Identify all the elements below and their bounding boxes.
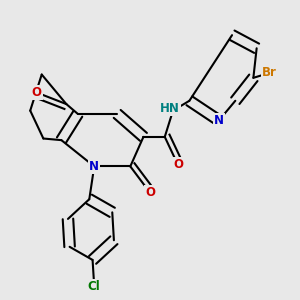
Text: N: N (89, 160, 99, 173)
Text: Br: Br (262, 66, 277, 80)
Text: Cl: Cl (88, 280, 100, 293)
Text: O: O (145, 186, 155, 199)
Text: O: O (32, 86, 42, 99)
Text: HN: HN (160, 103, 180, 116)
Text: O: O (173, 158, 183, 171)
Text: N: N (214, 114, 224, 127)
